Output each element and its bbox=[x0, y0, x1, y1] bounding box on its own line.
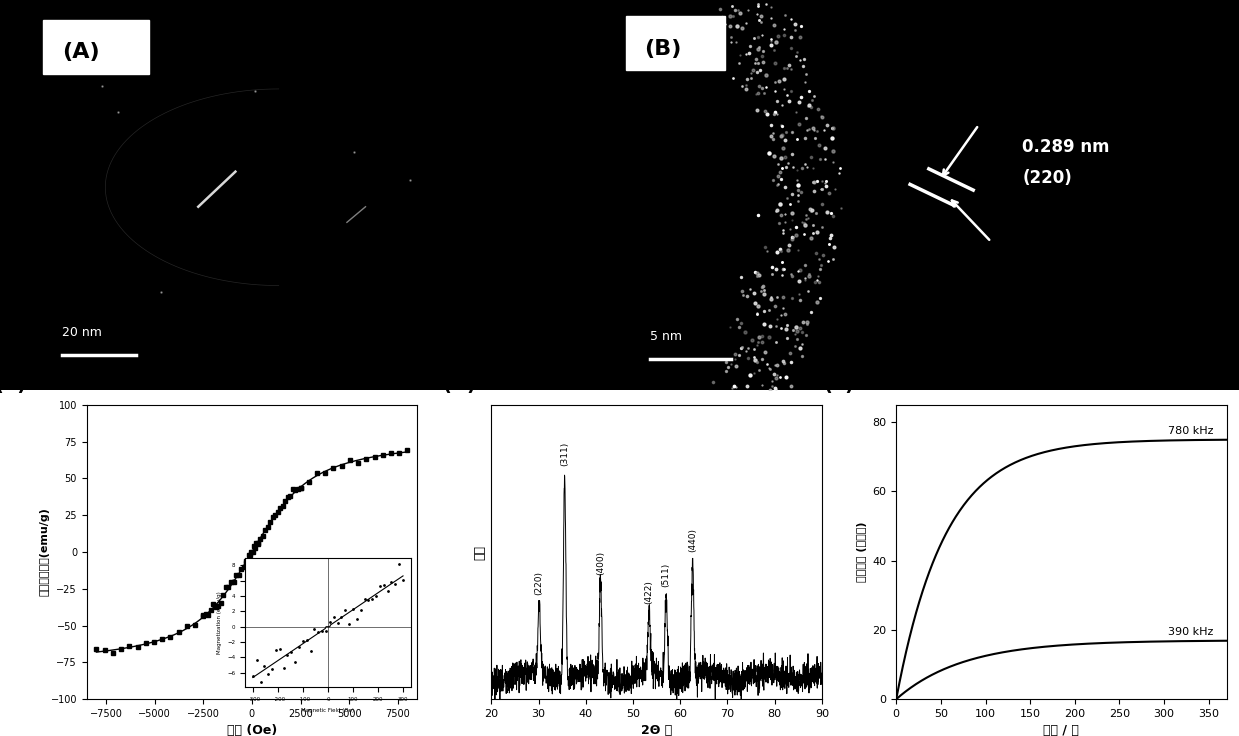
Text: 390 kHz: 390 kHz bbox=[1168, 627, 1213, 637]
FancyBboxPatch shape bbox=[626, 15, 725, 70]
Text: 780 kHz: 780 kHz bbox=[1167, 426, 1213, 436]
Y-axis label: 饱和磁化强度(emu/g): 饱和磁化强度(emu/g) bbox=[40, 508, 50, 596]
Text: (220): (220) bbox=[1022, 169, 1072, 187]
Text: 20 nm: 20 nm bbox=[62, 326, 102, 339]
Y-axis label: 温度变化 (摄氏度): 温度变化 (摄氏度) bbox=[857, 522, 867, 582]
Text: (E): (E) bbox=[824, 375, 855, 394]
X-axis label: 时间 / 秒: 时间 / 秒 bbox=[1043, 724, 1079, 736]
Text: 5 nm: 5 nm bbox=[650, 330, 683, 343]
Text: (C): (C) bbox=[0, 375, 26, 394]
Text: (220): (220) bbox=[535, 571, 544, 595]
Y-axis label: 强度: 强度 bbox=[473, 545, 486, 559]
Text: (511): (511) bbox=[662, 562, 670, 587]
Text: (D): (D) bbox=[442, 375, 476, 394]
Text: (440): (440) bbox=[688, 528, 698, 552]
Text: (422): (422) bbox=[644, 580, 654, 604]
Text: (400): (400) bbox=[596, 551, 605, 576]
X-axis label: 2Θ 角: 2Θ 角 bbox=[641, 724, 673, 736]
X-axis label: 场强 (Oe): 场强 (Oe) bbox=[227, 724, 278, 736]
FancyBboxPatch shape bbox=[43, 20, 149, 74]
Text: (A): (A) bbox=[62, 43, 99, 63]
Text: (B): (B) bbox=[644, 38, 681, 58]
Text: 0.289 nm: 0.289 nm bbox=[1022, 138, 1110, 156]
Text: (311): (311) bbox=[560, 442, 569, 466]
